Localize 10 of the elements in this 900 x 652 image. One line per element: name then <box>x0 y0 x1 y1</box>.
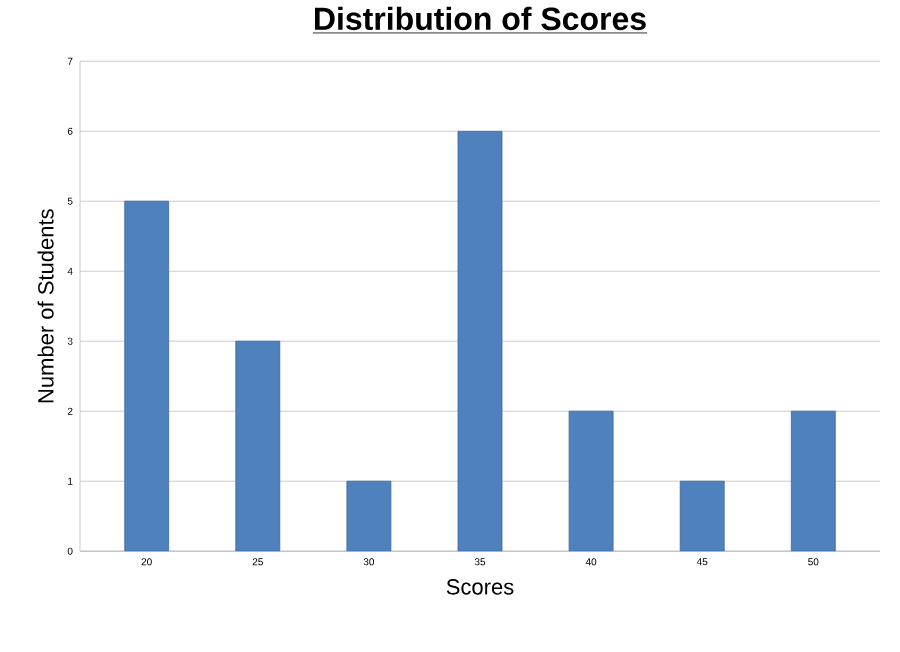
x-axis-title: Scores <box>446 579 514 596</box>
bar <box>679 481 725 552</box>
bar <box>790 411 836 552</box>
y-axis-title: Number of Students <box>37 209 54 403</box>
bar <box>235 341 281 552</box>
bar <box>124 201 170 552</box>
bar <box>346 481 392 552</box>
chart-title: Distribution of Scores <box>315 7 646 31</box>
bar <box>457 131 503 552</box>
bar <box>568 411 614 552</box>
